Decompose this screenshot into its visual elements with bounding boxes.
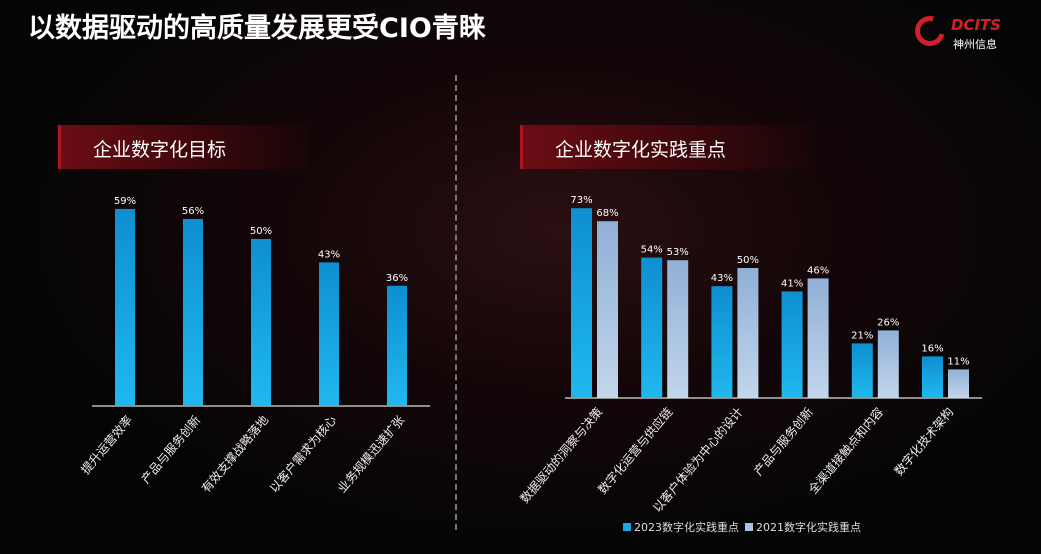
- right-category-label: 数字化运营与供应链: [595, 404, 676, 496]
- bar-2021: [597, 221, 618, 398]
- bar-2021: [807, 278, 829, 398]
- data-label-2023: 16%: [921, 343, 943, 354]
- left-data-label: 36%: [386, 273, 408, 284]
- left-data-label: 43%: [318, 249, 340, 260]
- data-label-2021: 50%: [737, 255, 759, 266]
- data-label-2023: 41%: [781, 278, 803, 289]
- left-category-label: 有效支撑战略落地: [198, 412, 271, 495]
- left-category-label: 以客户需求为核心: [266, 412, 339, 495]
- logo-cn: 神州信息: [953, 38, 997, 51]
- right-category-label: 数据驱动的洞察与决策: [517, 404, 606, 506]
- bar-2023: [851, 343, 873, 398]
- divider: [455, 75, 457, 530]
- left-chart-header: 企业数字化目标: [58, 125, 308, 169]
- bar-2023: [922, 356, 943, 398]
- right-category-label: 产品与服务创新: [750, 404, 815, 478]
- legend-2023: 2023数字化实践重点: [623, 519, 739, 535]
- bar-2023: [711, 286, 733, 398]
- data-label-2021: 46%: [807, 265, 829, 276]
- right-category-label: 全渠道接触点和内容: [805, 404, 886, 496]
- left-data-label: 50%: [250, 226, 272, 237]
- right-chart-title: 企业数字化实践重点: [555, 139, 727, 161]
- left-data-label: 59%: [114, 196, 136, 207]
- data-label-2023: 73%: [570, 195, 592, 206]
- left-category-label: 提升运营效率: [78, 412, 136, 477]
- right-category-label: 数字化技术架构: [891, 404, 956, 478]
- bar-2021: [877, 330, 899, 398]
- data-label-2021: 26%: [877, 317, 899, 328]
- data-label-2021: 53%: [667, 247, 689, 258]
- legend: 2023数字化实践重点 2021数字化实践重点: [623, 519, 861, 535]
- left-bar: [251, 239, 271, 406]
- left-category-label: 业务规模迅速扩张: [334, 412, 407, 495]
- page-title: 以数据驱动的高质量发展更受CIO青睐: [28, 13, 486, 44]
- data-label-2021: 68%: [596, 208, 618, 219]
- bar-2021: [948, 369, 969, 398]
- left-bar: [183, 218, 203, 406]
- bar-2023: [571, 208, 592, 398]
- left-data-label: 56%: [182, 206, 204, 217]
- left-bar: [115, 208, 135, 406]
- legend-2021: 2021数字化实践重点: [745, 519, 861, 535]
- dcits-logo: DCITS 神州信息: [909, 10, 1025, 54]
- left-chart-title: 企业数字化目标: [93, 139, 227, 161]
- data-label-2023: 54%: [641, 245, 663, 256]
- data-label-2021: 11%: [947, 356, 969, 367]
- right-chart-header: 企业数字化实践重点: [520, 125, 810, 169]
- logo-en: DCITS: [951, 16, 1002, 34]
- left-category-label: 产品与服务创新: [138, 412, 203, 486]
- bar-2023: [641, 257, 663, 398]
- data-label-2023: 43%: [711, 273, 733, 284]
- data-label-2023: 21%: [851, 330, 873, 341]
- bar-2021: [737, 268, 759, 398]
- left-bar: [319, 262, 339, 406]
- bar-2021: [667, 260, 689, 398]
- left-bar: [387, 285, 407, 406]
- bar-2023: [781, 291, 803, 398]
